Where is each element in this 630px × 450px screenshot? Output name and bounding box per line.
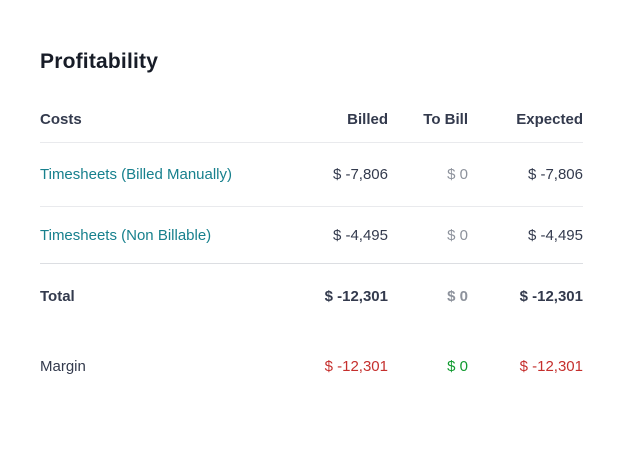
billed-value: $ -7,806 bbox=[332, 166, 388, 183]
column-header-billed: Billed bbox=[347, 111, 388, 128]
table-row-timesheets-billed-manually: Timesheets (Billed Manually) $ -7,806 $ … bbox=[40, 143, 583, 207]
margin-to-bill-value: $ 0 bbox=[447, 357, 468, 375]
total-to-bill-value: $ 0 bbox=[447, 287, 468, 305]
table-header-row: Costs Billed To Bill Expected bbox=[40, 97, 583, 143]
margin-expected-value: $ -12,301 bbox=[519, 357, 583, 375]
margin-billed-value: $ -12,301 bbox=[324, 357, 388, 375]
column-header-to-bill: To Bill bbox=[423, 111, 468, 128]
column-header-expected: Expected bbox=[516, 111, 583, 128]
total-billed-value: $ -12,301 bbox=[324, 287, 388, 305]
row-link-timesheets-non-billable[interactable]: Timesheets (Non Billable) bbox=[40, 226, 212, 244]
expected-value: $ -4,495 bbox=[527, 226, 583, 244]
total-expected-value: $ -12,301 bbox=[519, 287, 583, 305]
table-row-total: Total $ -12,301 $ 0 $ -12,301 bbox=[40, 264, 583, 328]
to-bill-value: $ 0 bbox=[447, 226, 468, 244]
profitability-table: Costs Billed To Bill Expected Timesheets… bbox=[40, 97, 583, 398]
table-row-margin: Margin $ -12,301 $ 0 $ -12,301 bbox=[40, 334, 583, 398]
column-header-costs: Costs bbox=[40, 111, 82, 128]
expected-value: $ -7,806 bbox=[527, 166, 583, 183]
to-bill-value: $ 0 bbox=[447, 166, 468, 183]
panel-content: Profitability Costs Billed To Bill Expec… bbox=[0, 48, 630, 398]
total-label: Total bbox=[40, 287, 75, 305]
margin-label: Margin bbox=[40, 357, 86, 375]
row-link-timesheets-billed-manually[interactable]: Timesheets (Billed Manually) bbox=[40, 166, 233, 183]
page-title: Profitability bbox=[40, 50, 159, 73]
table-row-timesheets-non-billable: Timesheets (Non Billable) $ -4,495 $ 0 $… bbox=[40, 207, 583, 264]
billed-value: $ -4,495 bbox=[332, 226, 388, 244]
